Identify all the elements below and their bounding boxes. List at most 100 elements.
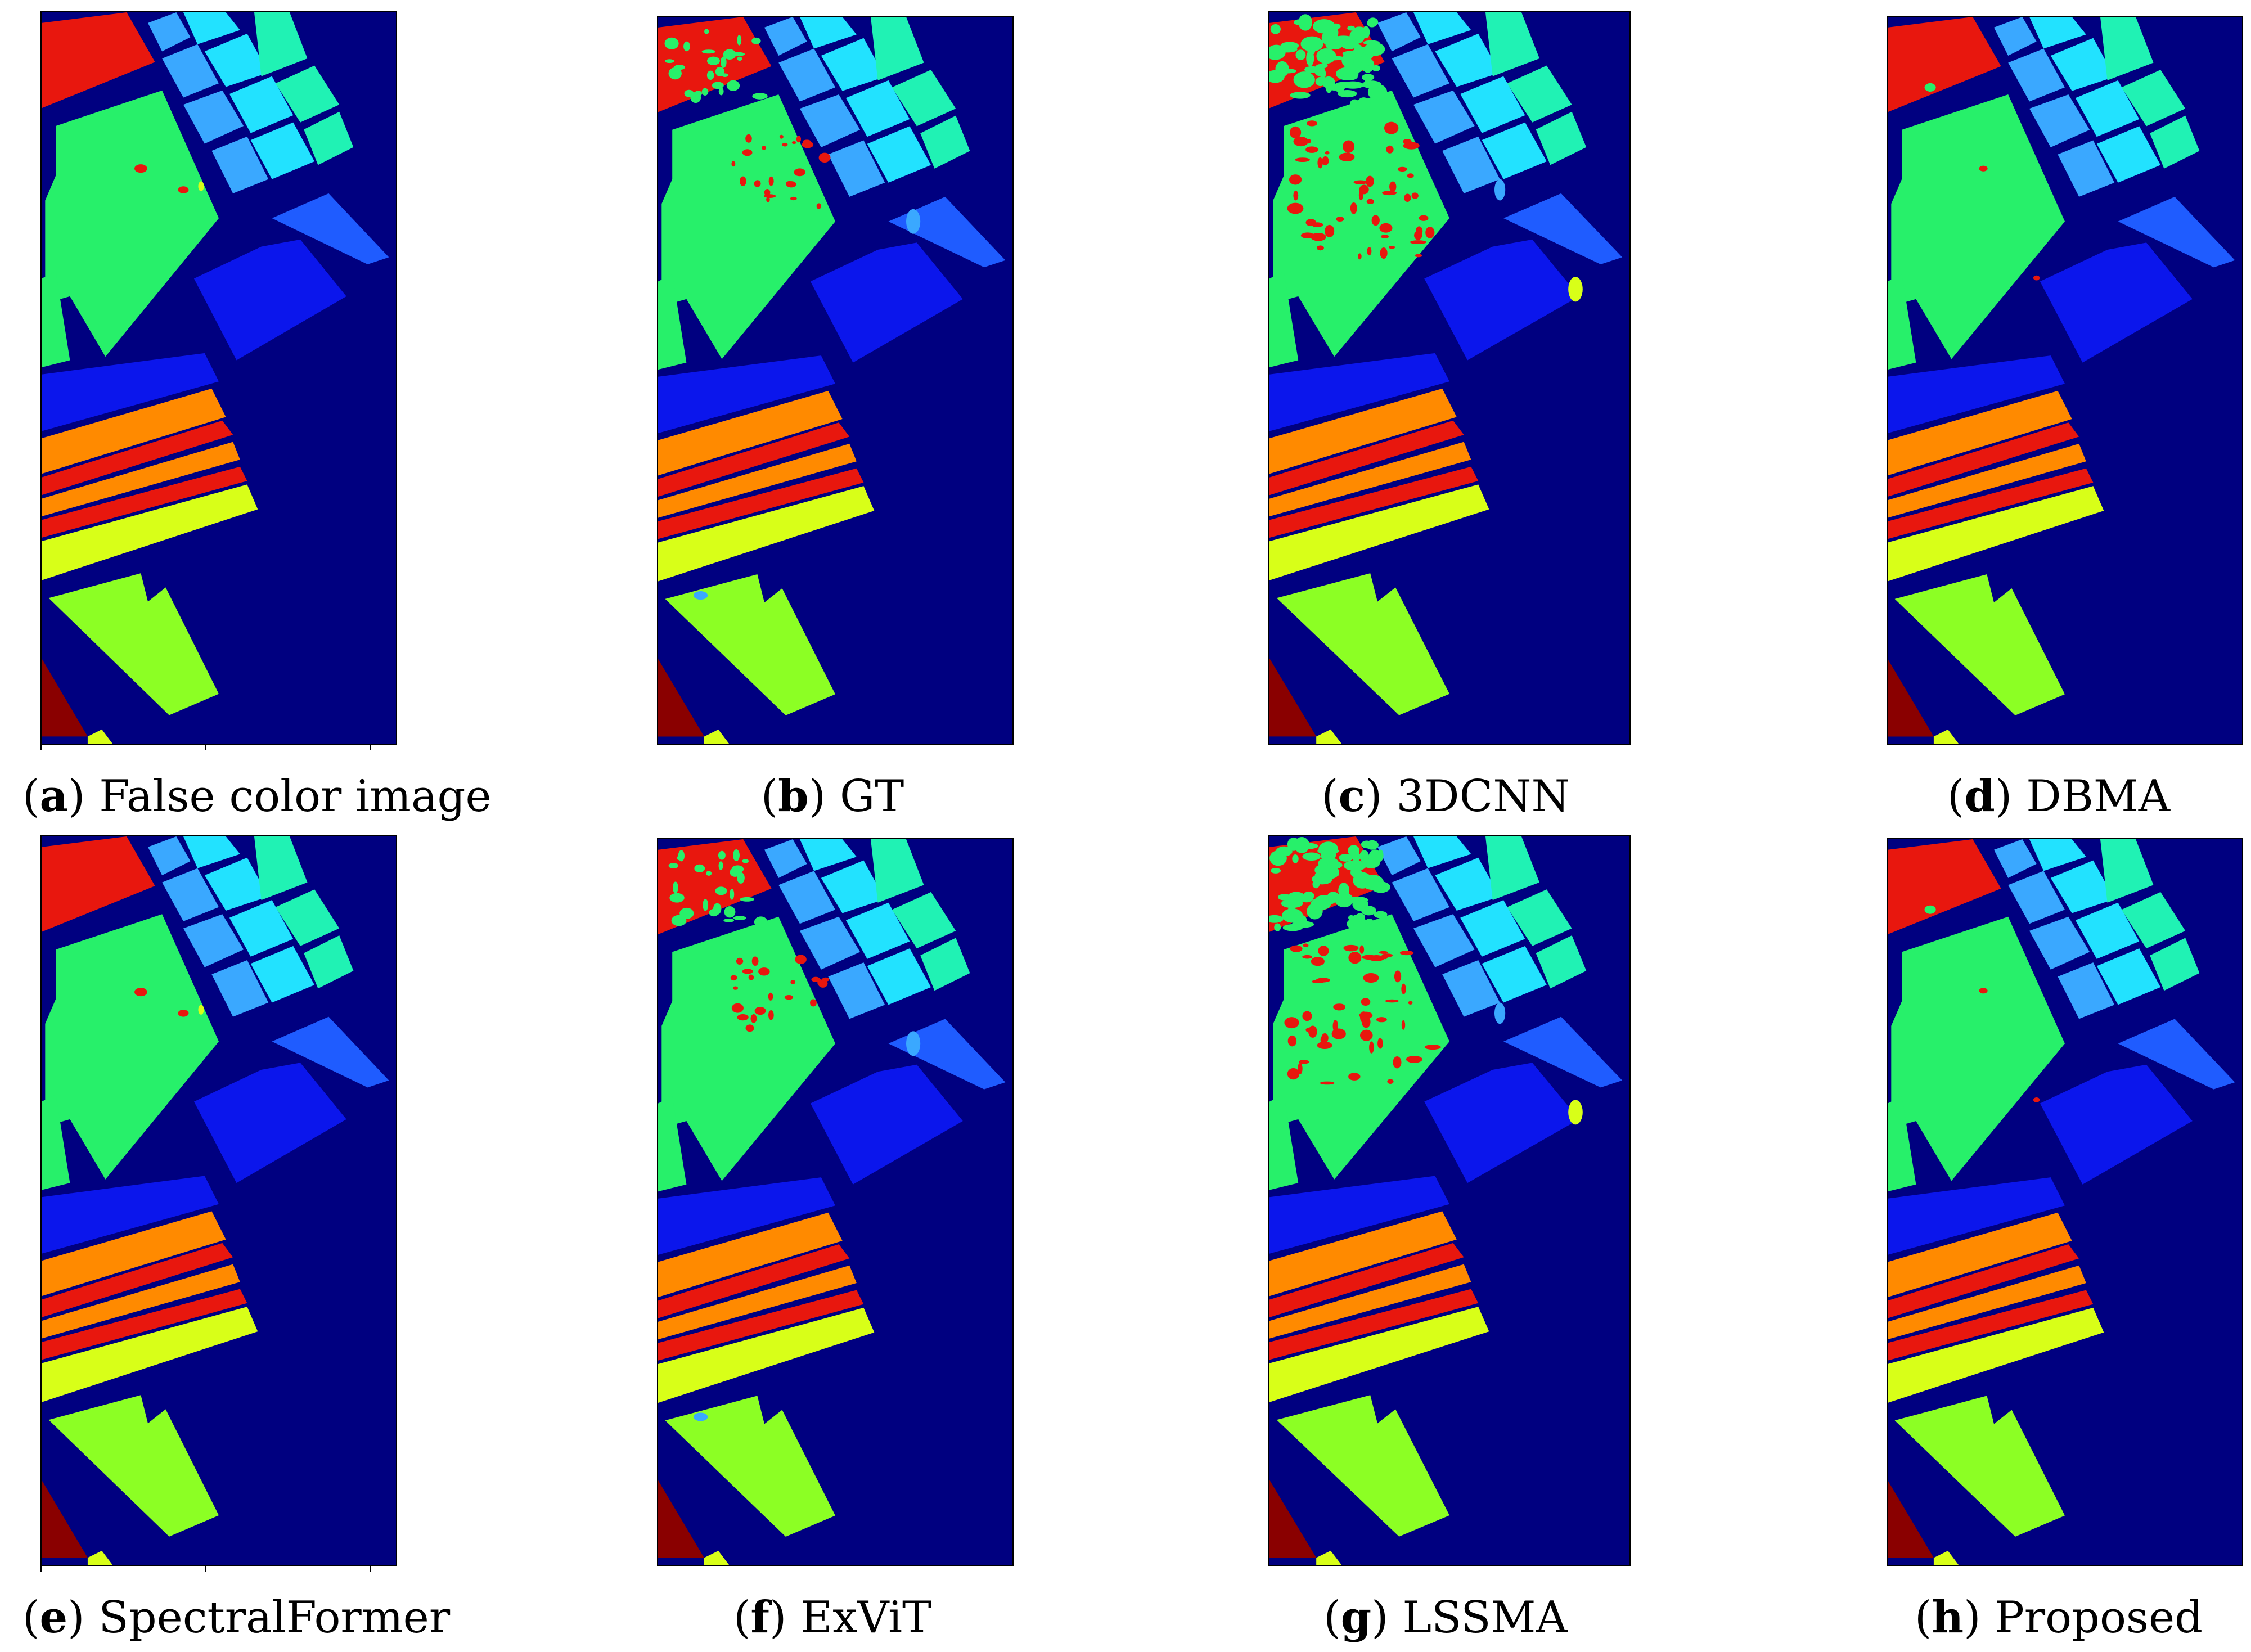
noise-patch [1322, 156, 1329, 166]
noise-patch [726, 80, 740, 91]
noise-patch [766, 196, 770, 202]
stripe-red [1888, 468, 2094, 539]
field-lime [1894, 1396, 2065, 1537]
noise-patch [731, 865, 744, 874]
noise-patch [1361, 1016, 1371, 1028]
noise-patch [703, 899, 709, 911]
noise-patch [754, 916, 768, 928]
noise-patch [754, 1007, 766, 1015]
noise-patch [1331, 1028, 1346, 1039]
field-green [1891, 916, 2065, 1181]
block-teal [1485, 12, 1539, 76]
block-sky [162, 44, 219, 98]
noise-patch [1374, 911, 1388, 919]
noise-patch [1342, 73, 1358, 80]
classification-map [1887, 16, 2243, 745]
noise-patch [706, 70, 714, 80]
panel-caption: (e) SpectralFormer [22, 1592, 451, 1643]
block-cyan [229, 900, 294, 957]
noise-patch [1305, 146, 1318, 153]
noise-patch [1359, 850, 1369, 862]
stripe-orange [1888, 1265, 2086, 1340]
block-cyan [845, 80, 910, 137]
noise-patch [1359, 945, 1365, 954]
noise-patch [1360, 1029, 1373, 1041]
noise-patch [730, 889, 735, 900]
map-svg [658, 17, 1006, 744]
block-cyan [229, 76, 294, 133]
field-blue [1424, 239, 1579, 361]
block-sky [828, 962, 885, 1019]
block-sky [1413, 90, 1475, 144]
noise-patch [1343, 860, 1367, 871]
noise-patch [742, 859, 749, 863]
noise-patch [1325, 151, 1330, 155]
field-lime [1894, 574, 2065, 715]
noise-patch [701, 88, 709, 96]
noise-patch [1403, 142, 1420, 150]
block-sky [183, 914, 244, 967]
noise-patch [1348, 915, 1354, 920]
corner-yellow [87, 1550, 112, 1565]
field-blue-left [42, 1176, 219, 1254]
noise-patch [1341, 53, 1354, 67]
noise-patch [1366, 199, 1375, 205]
map-svg [1269, 12, 1623, 744]
noise-patch [178, 186, 189, 193]
noise-patch [1271, 867, 1281, 874]
panel-caption: (d) DBMA [1947, 771, 2171, 822]
noise-patch [724, 906, 736, 918]
block-sky [148, 836, 191, 876]
noise-patch [1385, 999, 1399, 1003]
noise-patch [1284, 1017, 1299, 1029]
block-sky [1377, 12, 1421, 52]
noise-patch [1287, 1068, 1300, 1080]
block-sky [778, 48, 835, 102]
field-medium-blue [272, 193, 389, 265]
noise-patch [1336, 217, 1344, 222]
field-red [1888, 839, 2001, 935]
noise-patch [198, 1005, 204, 1015]
noise-patch [668, 67, 682, 80]
panel-caption: (c) 3DCNN [1321, 771, 1570, 822]
noise-patch [715, 66, 725, 77]
field-dark-red [658, 1480, 704, 1558]
map-svg [42, 12, 389, 744]
block-teal [2100, 17, 2154, 80]
noise-patch [1363, 973, 1379, 983]
block-cyan [1460, 900, 1525, 957]
noise-patch [1380, 235, 1389, 238]
block-sky [1994, 839, 2037, 878]
field-blue-left [658, 1177, 835, 1255]
field-red [1888, 17, 2001, 112]
noise-patch [816, 203, 821, 209]
block-cyan [2096, 126, 2161, 183]
noise-patch [713, 903, 722, 915]
noise-patch [745, 134, 752, 143]
field-green-edge [1888, 1096, 1916, 1192]
stripe-red [1269, 1289, 1479, 1360]
noise-patch [1425, 227, 1435, 238]
noise-patch [1302, 955, 1313, 959]
block-sky [764, 839, 807, 878]
noise-patch [1371, 215, 1380, 226]
block-teal [892, 892, 956, 949]
field-green [661, 916, 835, 1181]
noise-patch [1359, 184, 1369, 195]
stripe-orange [1269, 442, 1471, 517]
noise-patch [779, 134, 784, 139]
noise-patch [768, 1010, 774, 1020]
noise-patch [1295, 157, 1310, 162]
noise-patch [1337, 89, 1357, 98]
block-cyan [204, 33, 269, 87]
noise-patch [732, 986, 738, 990]
noise-patch [1386, 145, 1394, 154]
noise-patch [1377, 1038, 1383, 1049]
noise-patch [737, 872, 745, 884]
stripe-red [42, 420, 233, 496]
classification-map [40, 11, 397, 745]
noise-patch [718, 87, 724, 96]
noise-patch [1924, 905, 1936, 914]
noise-patch [1322, 56, 1345, 61]
noise-patch [715, 886, 727, 895]
